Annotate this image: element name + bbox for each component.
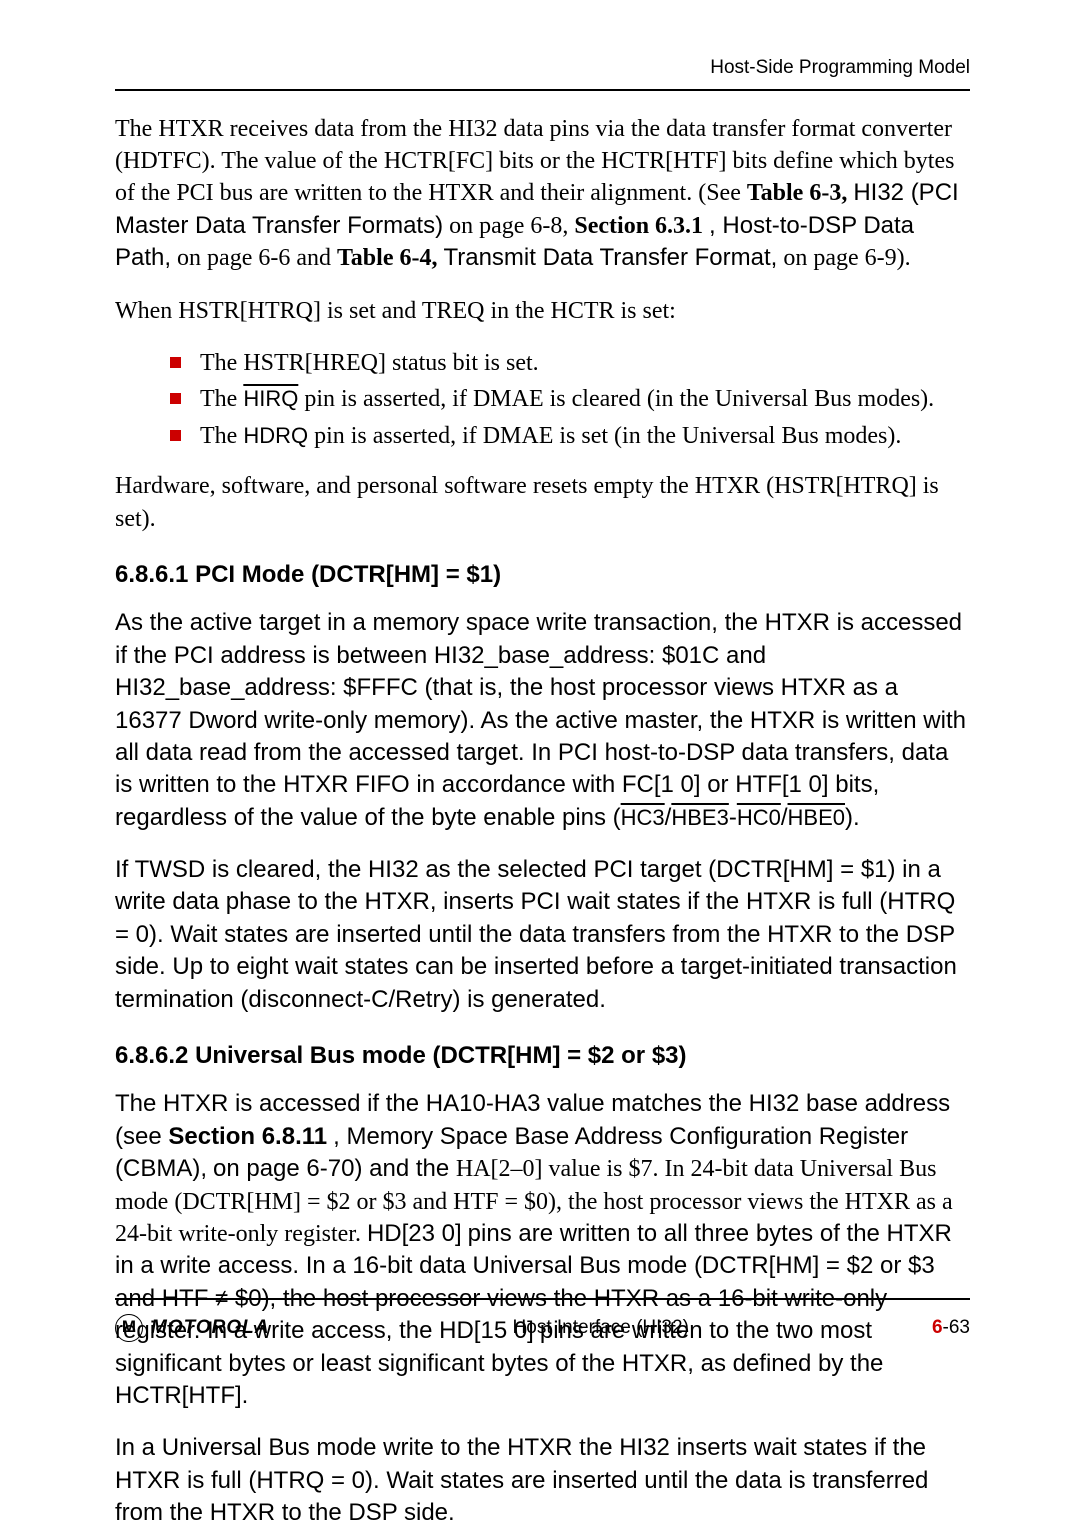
- motorola-logo: M MOTOROLA: [115, 1314, 269, 1342]
- pci-mode-paragraph-2: If TWSD is cleared, the HI32 as the sele…: [115, 854, 970, 1016]
- text: pin is asserted, if DMAE is cleared (in …: [298, 386, 934, 412]
- pci-mode-paragraph-1: As the active target in a memory space w…: [115, 607, 970, 834]
- text: ).: [845, 804, 860, 831]
- list-item: The HIRQ pin is asserted, if DMAE is cle…: [170, 383, 970, 415]
- bullet-list: The HSTR[HREQ] status bit is set. The HI…: [115, 347, 970, 452]
- ha-bits: HA[2–0]: [456, 1156, 543, 1182]
- text: The: [200, 386, 243, 412]
- text: on page 6-70) and the: [213, 1155, 456, 1182]
- hd23-pins: HD[23 0]: [367, 1220, 462, 1247]
- page-in-chapter: -63: [943, 1317, 970, 1338]
- hbe3-pin: HBE3: [671, 805, 728, 830]
- table-6-4-ref: Table 6-4,: [337, 245, 437, 271]
- reset-paragraph: Hardware, software, and personal softwar…: [115, 470, 970, 535]
- universal-bus-paragraph-1: The HTXR is accessed if the HA10-HA3 val…: [115, 1088, 970, 1412]
- hirq-pin: HIRQ: [243, 386, 298, 411]
- text: -: [729, 804, 737, 831]
- text: As the active target in a memory space w…: [115, 609, 966, 830]
- hbe0-pin: HBE0: [788, 805, 845, 830]
- page-number: 6-63: [932, 1315, 970, 1341]
- motorola-batwing-icon: M: [115, 1314, 143, 1342]
- footer-center: Host Interface (HI32): [513, 1315, 689, 1341]
- footer-row: M MOTOROLA Host Interface (HI32) 6-63: [115, 1314, 970, 1342]
- list-item: The HSTR[HREQ] status bit is set.: [170, 347, 970, 379]
- intro-paragraph: The HTXR receives data from the HI32 dat…: [115, 113, 970, 275]
- hdrq-pin: HDRQ: [243, 423, 308, 448]
- hc3-pin: HC3: [621, 805, 665, 830]
- universal-bus-paragraph-2: In a Universal Bus mode write to the HTX…: [115, 1432, 970, 1529]
- header-rule: [115, 89, 970, 91]
- section-6-8-11-ref: Section 6.8.11: [168, 1123, 327, 1150]
- page-footer: M MOTOROLA Host Interface (HI32) 6-63: [115, 1298, 970, 1342]
- section-6-3-1-ref: Section 6.3.1: [574, 213, 703, 239]
- text: The: [200, 423, 243, 449]
- footer-rule: [115, 1298, 970, 1300]
- text: on page 6-9).: [783, 245, 910, 271]
- list-item: The HDRQ pin is asserted, if DMAE is set…: [170, 420, 970, 452]
- when-paragraph: When HSTR[HTRQ] is set and TREQ in the H…: [115, 295, 970, 327]
- running-header: Host-Side Programming Model: [115, 55, 970, 81]
- motorola-wordmark: MOTOROLA: [151, 1315, 269, 1341]
- heading-6-8-6-1: 6.8.6.1 PCI Mode (DCTR[HM] = $1): [115, 559, 970, 591]
- table-6-4-title: Transmit Data Transfer Format,: [443, 244, 777, 271]
- header-text: Host-Side Programming Model: [710, 57, 970, 78]
- text: /: [781, 804, 788, 831]
- heading-6-8-6-2: 6.8.6.2 Universal Bus mode (DCTR[HM] = $…: [115, 1040, 970, 1072]
- text: pin is asserted, if DMAE is set (in the …: [308, 423, 901, 449]
- chapter-number: 6: [932, 1317, 943, 1338]
- page-content: Host-Side Programming Model The HTXR rec…: [115, 55, 970, 1287]
- text: on page 6-6 and: [177, 245, 337, 271]
- bullet-1: The HSTR[HREQ] status bit is set.: [200, 350, 539, 376]
- table-6-3-ref: Table 6-3,: [747, 180, 847, 206]
- text: on page 6-8,: [449, 213, 574, 239]
- hc0-pin: HC0: [737, 805, 781, 830]
